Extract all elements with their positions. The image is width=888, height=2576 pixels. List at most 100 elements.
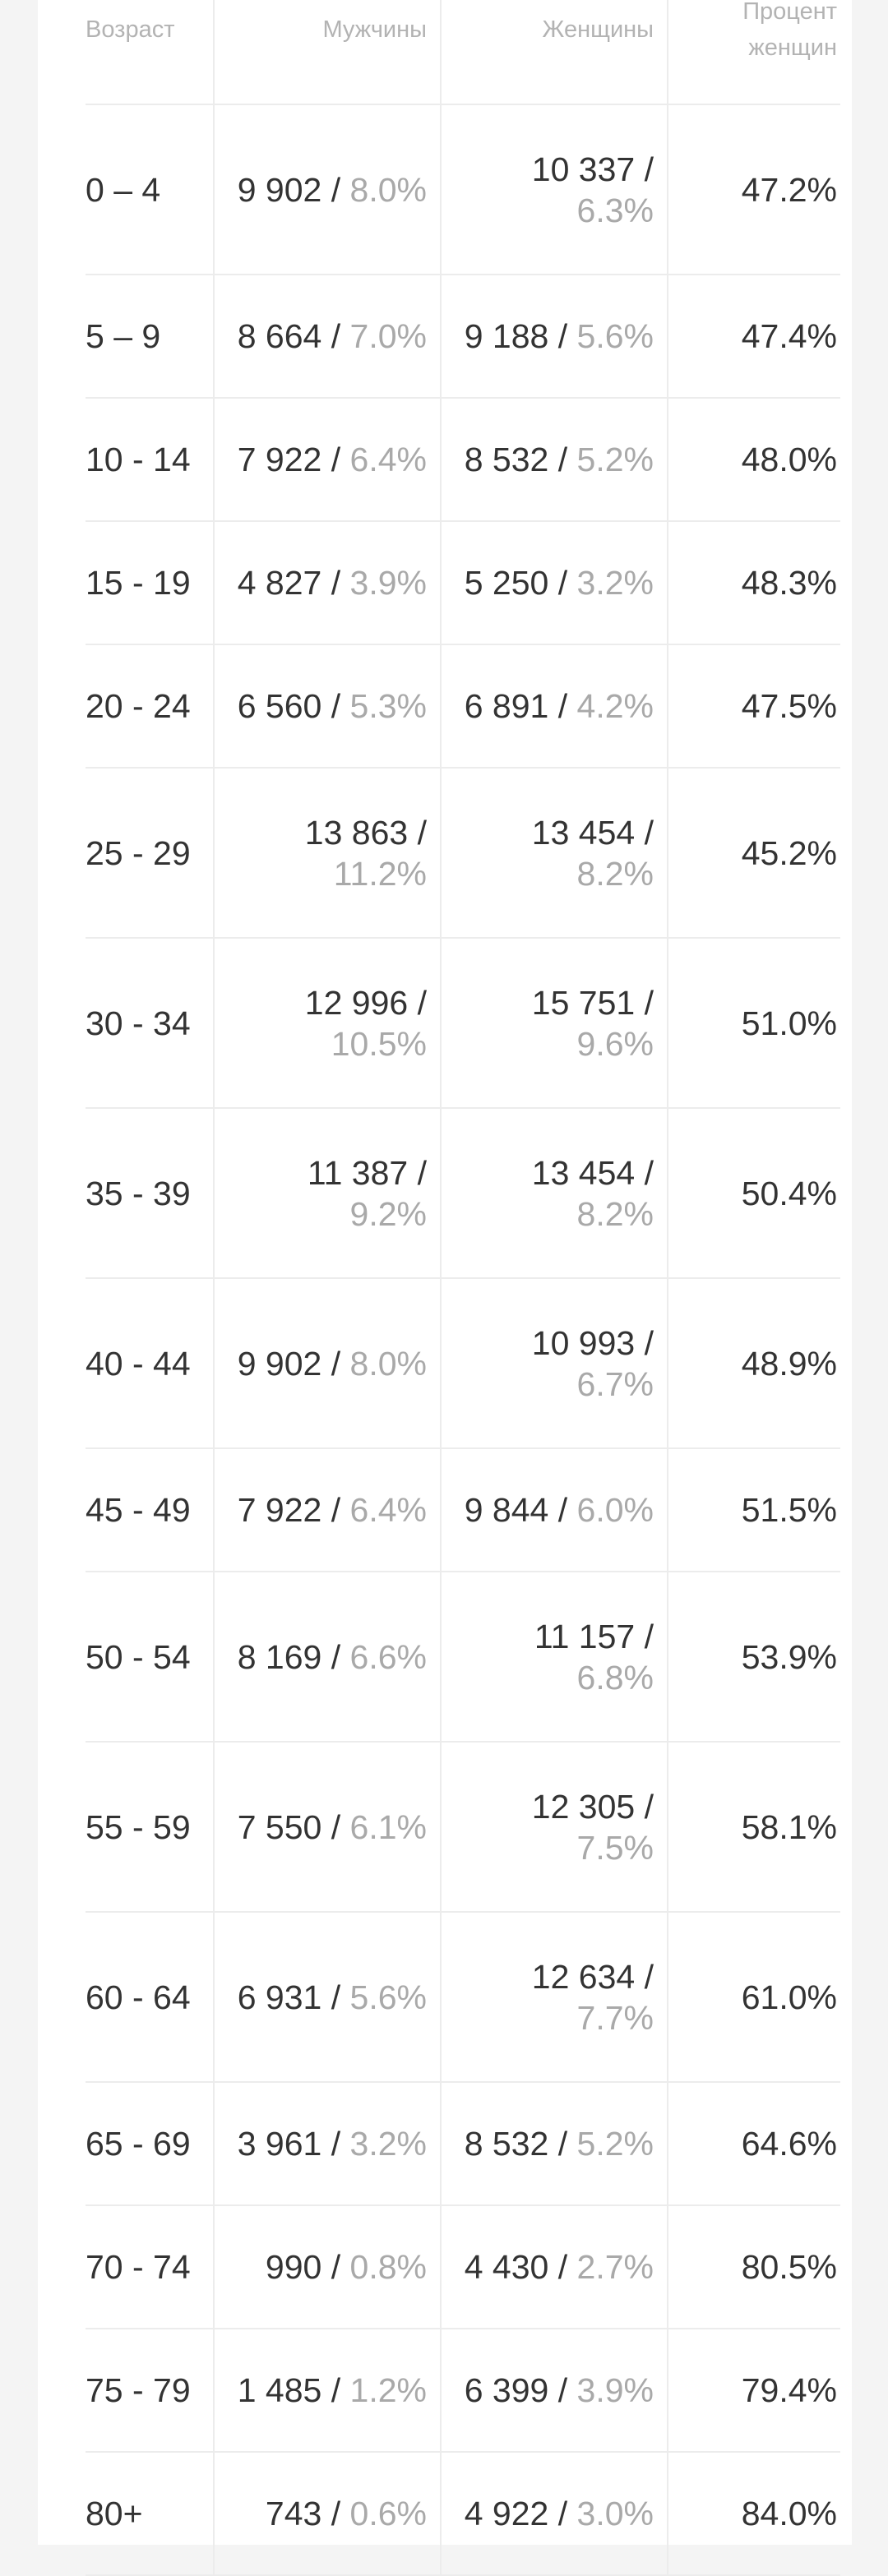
percent-women-cell: 53.9%: [667, 1572, 840, 1743]
women-count: 4 922: [464, 2495, 549, 2532]
men-cell: 4 827 / 3.9%: [213, 521, 441, 645]
men-share: 1.2%: [349, 2371, 427, 2409]
population-age-table: Возраст Мужчины Женщины Процент женщин 0…: [86, 0, 840, 2576]
women-cell: 11 157 /6.8%: [440, 1572, 668, 1743]
men-cell: 3 961 / 3.2%: [213, 2082, 441, 2206]
age-group-cell: 30 - 34: [86, 938, 214, 1109]
men-count: 12 996: [304, 983, 409, 1022]
women-cell: 13 454 /8.2%: [440, 768, 668, 939]
percent-women-cell: 48.3%: [667, 521, 840, 645]
header-percent-women-line2: женщин: [748, 35, 837, 61]
age-group-cell: 15 - 19: [86, 521, 214, 645]
men-cell: 6 560 / 5.3%: [213, 644, 441, 769]
header-percent-women: Процент женщин: [667, 0, 840, 105]
percent-women-cell: 47.4%: [667, 275, 840, 399]
men-cell: 11 387 /9.2%: [213, 1108, 441, 1279]
men-count: 743: [265, 2495, 322, 2532]
women-cell: 13 454 /8.2%: [440, 1108, 668, 1279]
men-count: 13 863: [304, 813, 409, 852]
women-cell: 8 532 / 5.2%: [440, 398, 668, 522]
women-count: 4 430: [464, 2248, 549, 2286]
women-count: 10 337: [531, 150, 636, 188]
men-count: 6 560: [237, 687, 322, 725]
women-share: 6.3%: [576, 191, 654, 229]
men-cell: 7 922 / 6.4%: [213, 1448, 441, 1572]
women-share: 7.5%: [576, 1828, 654, 1867]
percent-women-cell: 48.0%: [667, 398, 840, 522]
age-group-cell: 75 - 79: [86, 2329, 214, 2453]
men-count: 9 902: [237, 170, 322, 209]
women-count: 6 891: [464, 687, 549, 725]
table-row: 65 - 69 3 961 / 3.2% 8 532 / 5.2% 64.6%: [86, 2082, 840, 2206]
men-share: 6.1%: [349, 1807, 427, 1846]
men-share: 0.8%: [349, 2248, 427, 2286]
men-share: 8.0%: [349, 170, 427, 209]
women-share: 6.0%: [576, 1491, 654, 1529]
women-count: 15 751: [531, 983, 636, 1022]
men-share: 7.0%: [349, 317, 427, 355]
men-share: 5.3%: [349, 687, 427, 725]
percent-women-cell: 84.0%: [667, 2452, 840, 2576]
table-row: 30 - 34 12 996 /10.5% 15 751 /9.6% 51.0%: [86, 938, 840, 1109]
content-card: Возраст Мужчины Женщины Процент женщин 0…: [38, 0, 852, 2576]
women-cell: 5 250 / 3.2%: [440, 521, 668, 645]
percent-women-cell: 48.9%: [667, 1278, 840, 1449]
men-cell: 6 931 / 5.6%: [213, 1912, 441, 2083]
age-group-cell: 40 - 44: [86, 1278, 214, 1449]
women-count: 13 454: [531, 813, 636, 852]
women-cell: 12 634 /7.7%: [440, 1912, 668, 2083]
women-count: 8 532: [464, 2125, 549, 2163]
percent-women-cell: 45.2%: [667, 768, 840, 939]
women-cell: 4 922 / 3.0%: [440, 2452, 668, 2576]
women-count: 12 634: [531, 1957, 636, 1996]
men-cell: 8 169 / 6.6%: [213, 1572, 441, 1743]
men-cell: 743 / 0.6%: [213, 2452, 441, 2576]
men-count: 3 961: [237, 2125, 322, 2163]
women-count: 12 305: [531, 1787, 636, 1826]
men-count: 8 169: [237, 1637, 322, 1676]
men-count: 4 827: [237, 564, 322, 602]
header-age: Возраст: [86, 0, 214, 105]
men-share: 0.6%: [349, 2495, 427, 2532]
men-count: 1 485: [237, 2371, 322, 2409]
women-share: 2.7%: [576, 2248, 654, 2286]
age-group-cell: 5 – 9: [86, 275, 214, 399]
women-cell: 12 305 /7.5%: [440, 1742, 668, 1913]
table-row: 80+ 743 / 0.6% 4 922 / 3.0% 84.0%: [86, 2452, 840, 2576]
percent-women-cell: 47.5%: [667, 644, 840, 769]
percent-women-cell: 79.4%: [667, 2329, 840, 2453]
age-group-cell: 35 - 39: [86, 1108, 214, 1279]
women-share: 6.7%: [576, 1364, 654, 1403]
men-share: 10.5%: [331, 1024, 427, 1063]
women-count: 6 399: [464, 2371, 549, 2409]
women-cell: 4 430 / 2.7%: [440, 2205, 668, 2329]
women-share: 9.6%: [576, 1024, 654, 1063]
percent-women-cell: 50.4%: [667, 1108, 840, 1279]
percent-women-cell: 64.6%: [667, 2082, 840, 2206]
table-row: 20 - 24 6 560 / 5.3% 6 891 / 4.2% 47.5%: [86, 644, 840, 769]
table-row: 35 - 39 11 387 /9.2% 13 454 /8.2% 50.4%: [86, 1108, 840, 1279]
age-group-cell: 55 - 59: [86, 1742, 214, 1913]
men-count: 6 931: [237, 1978, 322, 2016]
men-cell: 12 996 /10.5%: [213, 938, 441, 1109]
men-count: 11 387: [307, 1153, 409, 1192]
men-cell: 7 922 / 6.4%: [213, 398, 441, 522]
percent-women-cell: 58.1%: [667, 1742, 840, 1913]
men-count: 8 664: [237, 317, 322, 355]
table-row: 10 - 14 7 922 / 6.4% 8 532 / 5.2% 48.0%: [86, 398, 840, 522]
women-cell: 6 399 / 3.9%: [440, 2329, 668, 2453]
table-row: 15 - 19 4 827 / 3.9% 5 250 / 3.2% 48.3%: [86, 521, 840, 645]
percent-women-cell: 51.0%: [667, 938, 840, 1109]
men-cell: 13 863 /11.2%: [213, 768, 441, 939]
percent-women-cell: 47.2%: [667, 104, 840, 275]
men-count: 9 902: [237, 1344, 322, 1383]
table-row: 70 - 74 990 / 0.8% 4 430 / 2.7% 80.5%: [86, 2205, 840, 2329]
age-group-cell: 80+: [86, 2452, 214, 2576]
men-count: 990: [265, 2248, 322, 2286]
women-count: 5 250: [464, 564, 549, 602]
table-header: Возраст Мужчины Женщины Процент женщин: [86, 0, 840, 105]
women-share: 3.9%: [576, 2371, 654, 2409]
women-count: 13 454: [531, 1153, 636, 1192]
percent-women-cell: 61.0%: [667, 1912, 840, 2083]
